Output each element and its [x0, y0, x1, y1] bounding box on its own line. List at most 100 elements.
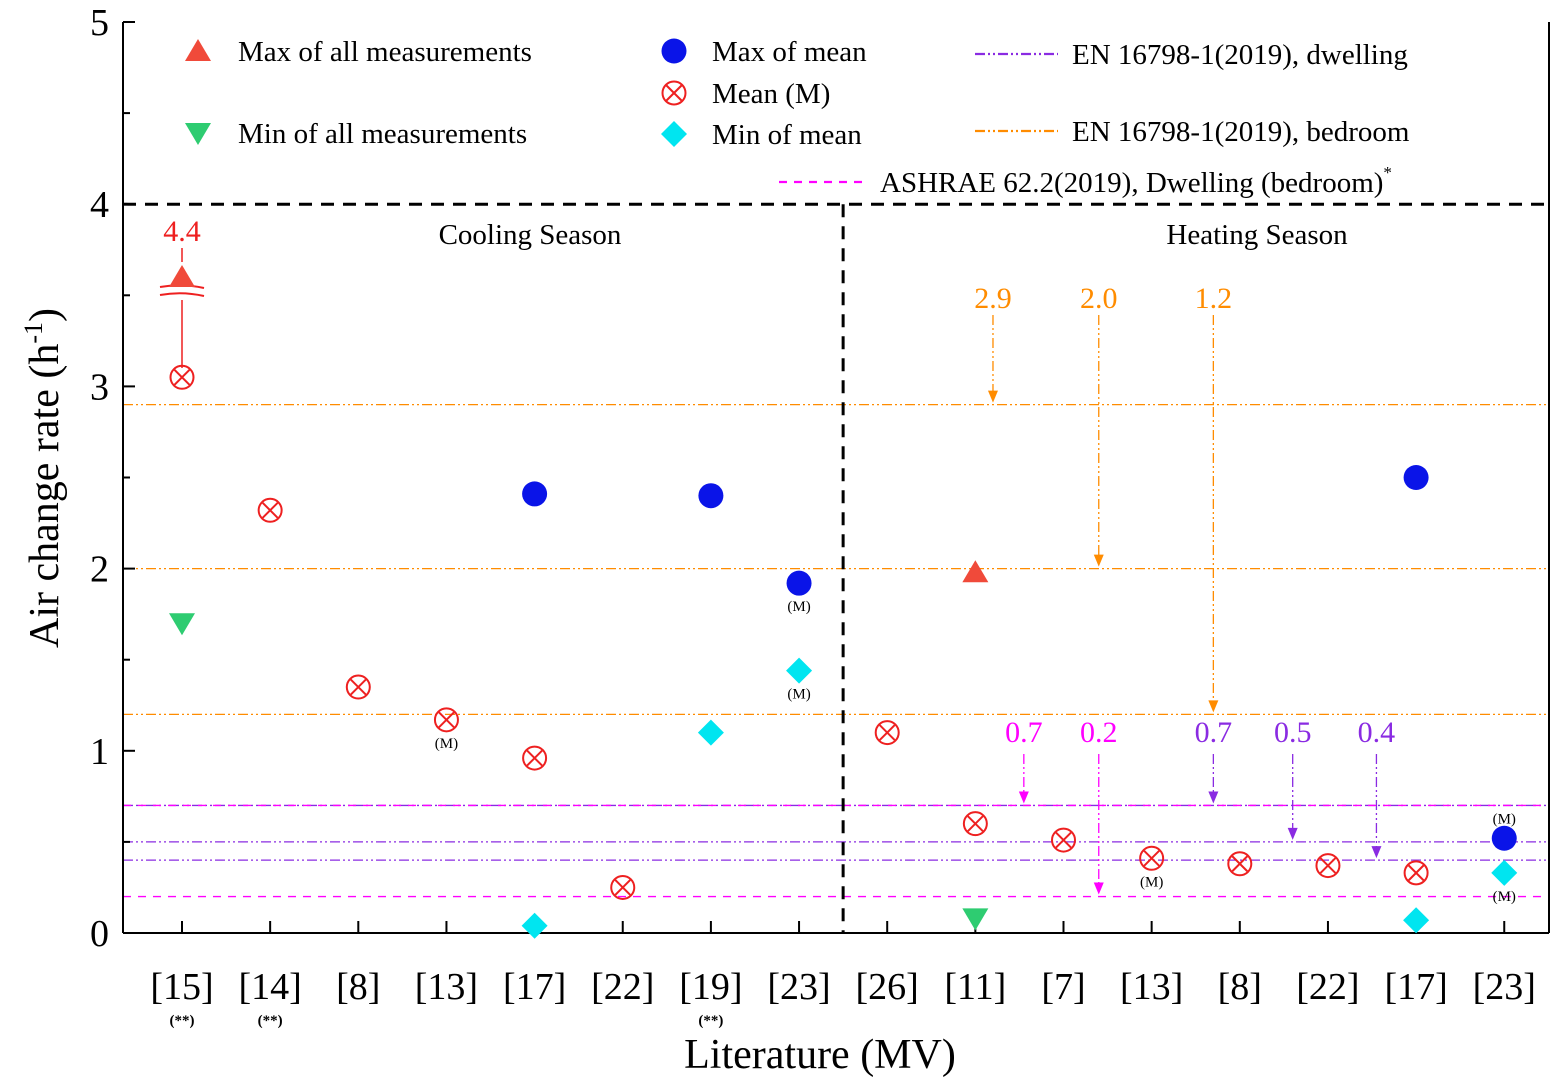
point-series-2-4: [1491, 825, 1517, 851]
annotation-arrow-head-8: [1371, 846, 1382, 859]
point-series-3-9: [1139, 845, 1165, 871]
annotation-arrow-head-7: [1287, 827, 1298, 840]
mean-marker-cross-b: [665, 84, 683, 102]
point-series-3-2: [345, 674, 371, 700]
point-series-2-1: [698, 483, 724, 509]
mean-marker-ring: [610, 874, 636, 900]
y-axis-title-close: ): [22, 308, 68, 322]
mean-marker-cross-b: [1231, 855, 1249, 872]
mean-marker-ring: [1315, 853, 1341, 879]
point-series-3-10: [1227, 851, 1253, 877]
plot-frame: [122, 22, 1550, 934]
x-tick-label-7: [23]: [767, 966, 830, 1008]
x-tick-label-3: [13]: [415, 966, 478, 1008]
annotation-arrow-head-5: [1093, 882, 1104, 895]
legend-ref-label-1: EN 16798-1(2019), bedroom: [1072, 116, 1410, 148]
point-note-2-4: (M): [1493, 811, 1516, 827]
x-tick-label-6: [19]: [679, 966, 742, 1008]
x-tick-label-5: [22]: [591, 966, 654, 1008]
point-series-3-0: [169, 364, 195, 390]
point-series-3-6: [874, 720, 900, 746]
point-series-2-2: [786, 570, 812, 596]
point-series-3-11: [1315, 853, 1341, 879]
mean-marker-ring: [522, 745, 548, 771]
point-series-4-3: [1403, 907, 1430, 934]
mean-marker-cross-b: [350, 678, 367, 696]
point-note-2-2: (M): [787, 599, 810, 615]
x-tick-label-14: [17]: [1384, 966, 1447, 1008]
x-tick-label-2: [8]: [336, 966, 380, 1008]
mean-marker-ring: [1051, 827, 1076, 853]
mean-marker-cross-b: [1055, 831, 1072, 849]
x-tick-label-10: [7]: [1041, 966, 1085, 1008]
reference-lines: [123, 202, 1549, 933]
mean-marker-cross-b: [173, 369, 191, 386]
x-tick-label-13: [22]: [1296, 966, 1359, 1008]
x-tick-note-0: (**): [170, 1013, 195, 1029]
mean-marker-cross-b: [1407, 864, 1425, 882]
point-series-3-7: [962, 811, 988, 837]
point-series-2-3: [1403, 465, 1429, 490]
point-series-4-4: [1491, 859, 1518, 886]
legend-marker-3: [661, 80, 687, 106]
point-series-4-2: [786, 657, 813, 684]
y-tick-label-1: 1: [90, 731, 109, 773]
mean-marker-cross-b: [261, 502, 279, 519]
annotation-arrow-head-4: [1018, 791, 1029, 804]
mean-marker-cross-b: [967, 815, 984, 832]
point-series-0-0: [169, 265, 195, 287]
point-series-3-8: [1051, 827, 1076, 853]
annotation-label-6: 0.7: [1195, 716, 1233, 749]
annotation-label-7: 0.5: [1274, 716, 1312, 749]
x-tick-label-9: [11]: [944, 966, 1006, 1008]
y-axis-title-main: Air change rate (h: [22, 344, 68, 648]
annotations: 2.9 2.0 1.2 0.7 0.2 0.7 0.5 0.4 4.4: [159, 215, 1395, 895]
x-tick-label-8: [26]: [856, 966, 919, 1008]
mean-marker-ring: [1139, 845, 1165, 871]
point-series-1-0: [169, 613, 195, 636]
y-tick-label-5: 5: [90, 2, 109, 44]
y-tick-label-0: 0: [90, 913, 109, 955]
point-series-2-0: [522, 481, 548, 507]
point-note-3-3: (M): [435, 736, 458, 752]
y-tick-label-3: 3: [90, 366, 109, 408]
broken-value-label: 4.4: [163, 215, 201, 248]
point-series-4-0: [521, 912, 548, 939]
mean-marker-ring: [874, 720, 900, 746]
point-series-4-1: [697, 719, 724, 746]
legend-ref-label-text-1: EN 16798-1(2019), bedroom: [1072, 116, 1410, 148]
x-tick-note-1: (**): [258, 1013, 283, 1029]
axis-break-mark-bottom: [159, 292, 205, 297]
legend-label-1: Min of all measurements: [238, 118, 527, 150]
point-series-3-3: [433, 707, 459, 733]
mean-marker-ring: [1403, 860, 1429, 886]
annotation-arrow-head-3: [1208, 700, 1219, 713]
y-axis-title: Air change rate (h-1): [19, 308, 68, 648]
legend-ref-label-text-0: EN 16798-1(2019), dwelling: [1072, 39, 1408, 71]
legend-label-2: Max of mean: [712, 36, 867, 68]
annotation-label-5: 0.2: [1080, 716, 1118, 749]
mean-marker-cross-b: [1143, 850, 1160, 867]
annotation-label-3: 1.2: [1195, 282, 1233, 315]
x-tick-label-4: [17]: [503, 966, 566, 1008]
annotation-label-2: 2.0: [1080, 282, 1118, 315]
y-axis-title-superscript: -1: [19, 322, 48, 344]
mean-marker-ring: [661, 80, 687, 106]
mean-marker-ring: [1227, 851, 1253, 877]
point-series-3-1: [257, 497, 283, 523]
legend: Max of all measurements Min of all measur…: [185, 36, 1410, 199]
y-tick-label-4: 4: [90, 184, 109, 226]
legend-ref-label-0: EN 16798-1(2019), dwelling: [1072, 39, 1408, 71]
point-series-3-4: [522, 745, 548, 771]
x-tick-label-1: [14]: [238, 966, 301, 1008]
point-note-3-9: (M): [1140, 874, 1163, 890]
mean-marker-ring: [257, 497, 283, 523]
mean-marker-cross-b: [438, 711, 455, 729]
legend-marker-4: [661, 121, 687, 147]
x-tick-label-11: [13]: [1120, 966, 1183, 1008]
point-series-1-1: [962, 908, 989, 931]
x-tick-note-6: (**): [698, 1013, 723, 1029]
season-label-cooling: Cooling Season: [439, 219, 622, 251]
